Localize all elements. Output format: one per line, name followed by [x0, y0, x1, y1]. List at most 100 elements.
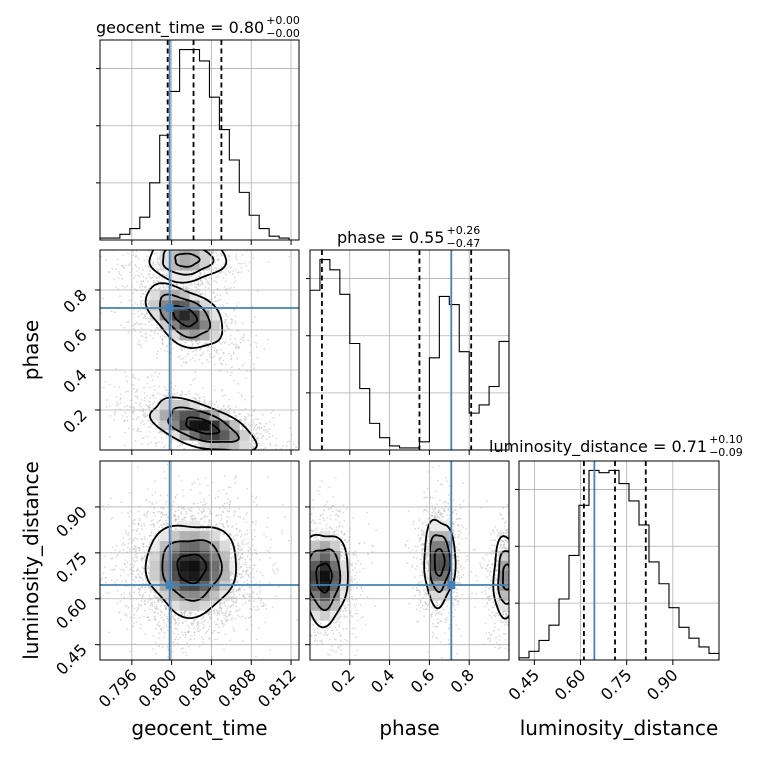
density-cell	[159, 400, 171, 411]
sample-point	[203, 626, 206, 628]
sample-point	[251, 444, 254, 447]
sample-point	[204, 632, 207, 634]
sample-point	[166, 494, 169, 497]
sample-point	[193, 377, 196, 380]
sample-point	[235, 253, 238, 256]
sample-point	[202, 638, 205, 641]
density-cell	[189, 330, 200, 341]
sample-point	[236, 497, 239, 499]
sample-point	[213, 363, 216, 366]
sample-point	[238, 347, 241, 349]
sample-point	[260, 599, 262, 602]
density-cell	[149, 410, 161, 421]
sample-point	[249, 370, 252, 372]
sample-point	[208, 353, 211, 356]
sample-point	[152, 337, 155, 340]
sample-point	[144, 397, 146, 399]
sample-point	[126, 561, 129, 563]
sample-point	[102, 297, 104, 300]
sample-point	[195, 353, 198, 356]
sample-point	[149, 396, 152, 399]
sample-point	[253, 367, 256, 370]
sample-point	[186, 287, 189, 290]
density-cell	[209, 330, 220, 341]
density-cell	[239, 430, 250, 441]
sample-point	[234, 337, 237, 340]
sample-point	[219, 272, 222, 275]
sample-point	[144, 582, 147, 584]
sample-point	[191, 624, 193, 627]
sample-point	[138, 517, 141, 520]
sample-point	[147, 280, 149, 283]
sample-point	[181, 390, 184, 393]
sample-point	[163, 445, 166, 447]
sample-point	[124, 431, 127, 434]
sample-point	[134, 550, 137, 553]
sample-point	[212, 356, 215, 359]
sample-point	[226, 525, 229, 527]
sample-point	[160, 616, 163, 619]
sample-point	[267, 338, 269, 341]
sample-point	[154, 480, 157, 483]
sample-point	[236, 346, 239, 349]
sample-point	[192, 379, 195, 381]
sample-point	[268, 421, 271, 424]
sample-point	[223, 475, 226, 477]
sample-point	[214, 347, 216, 349]
sample-point	[263, 425, 266, 428]
sample-point	[248, 576, 251, 579]
sample-point	[151, 379, 154, 381]
sample-point	[229, 286, 232, 289]
sample-point	[195, 276, 198, 279]
sample-point	[115, 286, 117, 288]
sample-point	[213, 403, 216, 406]
sample-point	[193, 283, 196, 285]
contour-0-0-2	[144, 282, 224, 350]
sample-point	[228, 510, 231, 512]
density-cell	[219, 420, 230, 431]
sample-point	[181, 443, 184, 446]
sample-point	[104, 566, 106, 569]
sample-point	[161, 278, 163, 281]
sample-point	[232, 596, 235, 599]
sample-point	[132, 292, 134, 295]
sample-point	[194, 360, 196, 363]
sample-point	[138, 404, 141, 407]
sample-point	[146, 382, 149, 385]
sample-point	[242, 363, 245, 365]
sample-point	[162, 446, 165, 449]
sample-point	[100, 255, 102, 258]
sample-point	[220, 342, 222, 345]
sample-point	[156, 352, 159, 355]
sample-point	[167, 656, 170, 658]
sample-point	[178, 622, 180, 624]
sample-point	[153, 288, 156, 290]
sample-point	[232, 353, 235, 355]
sample-point	[191, 274, 193, 277]
sample-point	[248, 414, 250, 417]
sample-point	[154, 641, 157, 644]
sample-point	[256, 426, 259, 429]
sample-point	[209, 400, 212, 403]
sample-point	[149, 403, 152, 406]
sample-point	[230, 354, 233, 357]
sample-point	[255, 334, 257, 337]
sample-point	[193, 621, 195, 623]
sample-point	[141, 528, 143, 530]
sample-point	[125, 375, 128, 378]
sample-point	[147, 560, 150, 563]
sample-point	[119, 393, 122, 396]
density-cell	[159, 300, 171, 311]
sample-point	[266, 517, 269, 520]
sample-point	[141, 420, 144, 422]
sample-point	[229, 542, 232, 545]
sample-point	[224, 280, 227, 283]
sample-point	[197, 622, 200, 625]
sample-point	[120, 501, 123, 503]
sample-point	[233, 573, 236, 576]
sample-point	[123, 444, 126, 447]
sample-point	[116, 590, 119, 592]
sample-point	[133, 556, 136, 559]
sample-point	[126, 419, 129, 422]
sample-point	[111, 557, 114, 560]
